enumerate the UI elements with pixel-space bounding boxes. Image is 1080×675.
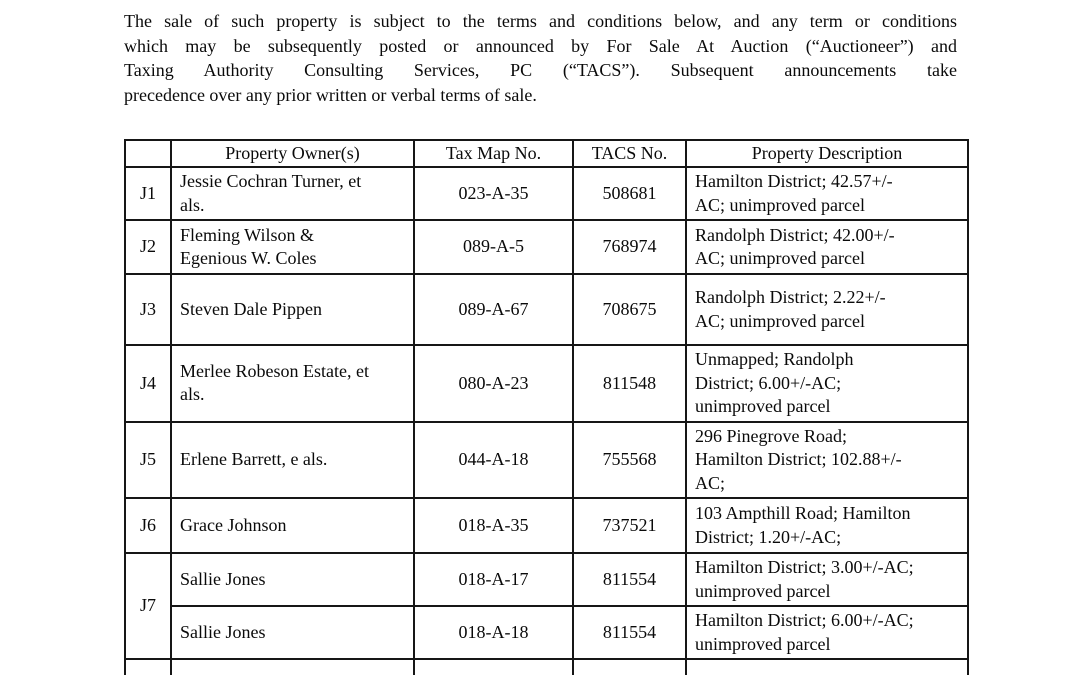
table-row: Sallie Jones 018-A-18 811554 Hamilton Di…: [125, 605, 969, 660]
description-cell: Randolph District; 2.22+/- AC; unimprove…: [685, 273, 969, 346]
tax-map-cell: 018-A-17: [413, 552, 574, 607]
tax-map-cell: 018-A-35: [413, 497, 574, 554]
property-table: Property Owner(s) Tax Map No. TACS No. P…: [124, 139, 969, 675]
header-property-owners: Property Owner(s): [170, 139, 415, 168]
tax-map-cell: 080-A-23: [413, 344, 574, 423]
description-cell: 103 Ampthill Road; Hamilton District; 1.…: [685, 497, 969, 554]
description-cell: Randolph District; 42.00+/- AC; unimprov…: [685, 219, 969, 275]
paragraph-line: precedence over any prior written or ver…: [124, 85, 537, 106]
intro-paragraph: The sale of such property is subject to …: [124, 9, 957, 108]
row-id: J4: [124, 344, 172, 423]
table-row: J2 Fleming Wilson & Egenious W. Coles 08…: [124, 219, 969, 275]
tacs-cell: 708675: [572, 273, 687, 346]
row-id: J2: [124, 219, 172, 275]
tax-map-cell: 018-A-18: [413, 605, 574, 660]
tacs-cell: 737521: [572, 497, 687, 554]
owner-cell: Merlee Robeson Estate, et als.: [170, 344, 415, 423]
tacs-cell: [572, 658, 687, 675]
row-id: J6: [124, 497, 172, 554]
tacs-cell: 755568: [572, 420, 687, 499]
tacs-cell: 811548: [572, 344, 687, 423]
table-row: J1 Jessie Cochran Turner, et als. 023-A-…: [124, 166, 969, 221]
description-cell: Hamilton District; 3.00+/-AC; unimproved…: [685, 552, 969, 607]
owner-cell: Jessie Cochran Turner, et als.: [170, 166, 415, 221]
owner-cell: Grace Johnson: [170, 497, 415, 554]
tacs-cell: 768974: [572, 219, 687, 275]
row-id: J3: [124, 273, 172, 346]
description-cell: Hamilton District; 6.00+/-AC; unimproved…: [685, 605, 969, 660]
paragraph-line: Taxing Authority Consulting Services, PC…: [124, 60, 957, 81]
header-property-description: Property Description: [685, 139, 969, 168]
tax-map-cell: 023-A-35: [413, 166, 574, 221]
row-id: J7: [124, 552, 172, 660]
tax-map-cell: 044-A-18: [413, 420, 574, 499]
table-row: J7 Sallie Jones 018-A-17 811554 Hamilton…: [124, 552, 969, 660]
tacs-cell: 811554: [572, 605, 687, 660]
description-cell: Hamilton District; 42.57+/- AC; unimprov…: [685, 166, 969, 221]
row-id: J5: [124, 420, 172, 499]
tacs-cell: 508681: [572, 166, 687, 221]
header-tax-map-no: Tax Map No.: [413, 139, 574, 168]
tax-map-cell: 089-A-5: [413, 219, 574, 275]
table-row: J3 Steven Dale Pippen 089-A-67 708675 Ra…: [124, 273, 969, 346]
table-header-row: Property Owner(s) Tax Map No. TACS No. P…: [124, 139, 969, 168]
owner-cell: Erlene Barrett, e als.: [170, 420, 415, 499]
header-tacs-no: TACS No.: [572, 139, 687, 168]
owner-cell: Sallie Jones: [170, 552, 415, 607]
table-row-partial: [124, 658, 969, 675]
owner-cell: Fleming Wilson & Egenious W. Coles: [170, 219, 415, 275]
owner-cell: [170, 658, 415, 675]
table-row: J4 Merlee Robeson Estate, et als. 080-A-…: [124, 344, 969, 423]
paragraph-line: The sale of such property is subject to …: [124, 11, 957, 31]
description-cell: 296 Pinegrove Road; Hamilton District; 1…: [685, 420, 969, 499]
description-cell: [685, 658, 969, 675]
header-blank: [124, 139, 172, 168]
owner-cell: Sallie Jones: [170, 605, 415, 660]
table-row: J6 Grace Johnson 018-A-35 737521 103 Amp…: [124, 497, 969, 554]
paragraph-line: which may be subsequently posted or anno…: [124, 35, 957, 56]
row-id: J1: [124, 166, 172, 221]
row-id: [124, 658, 172, 675]
table-row: J5 Erlene Barrett, e als. 044-A-18 75556…: [124, 420, 969, 499]
tacs-cell: 811554: [572, 552, 687, 607]
tax-map-cell: 089-A-67: [413, 273, 574, 346]
description-cell: Unmapped; Randolph District; 6.00+/-AC; …: [685, 344, 969, 423]
owner-cell: Steven Dale Pippen: [170, 273, 415, 346]
tax-map-cell: [413, 658, 574, 675]
